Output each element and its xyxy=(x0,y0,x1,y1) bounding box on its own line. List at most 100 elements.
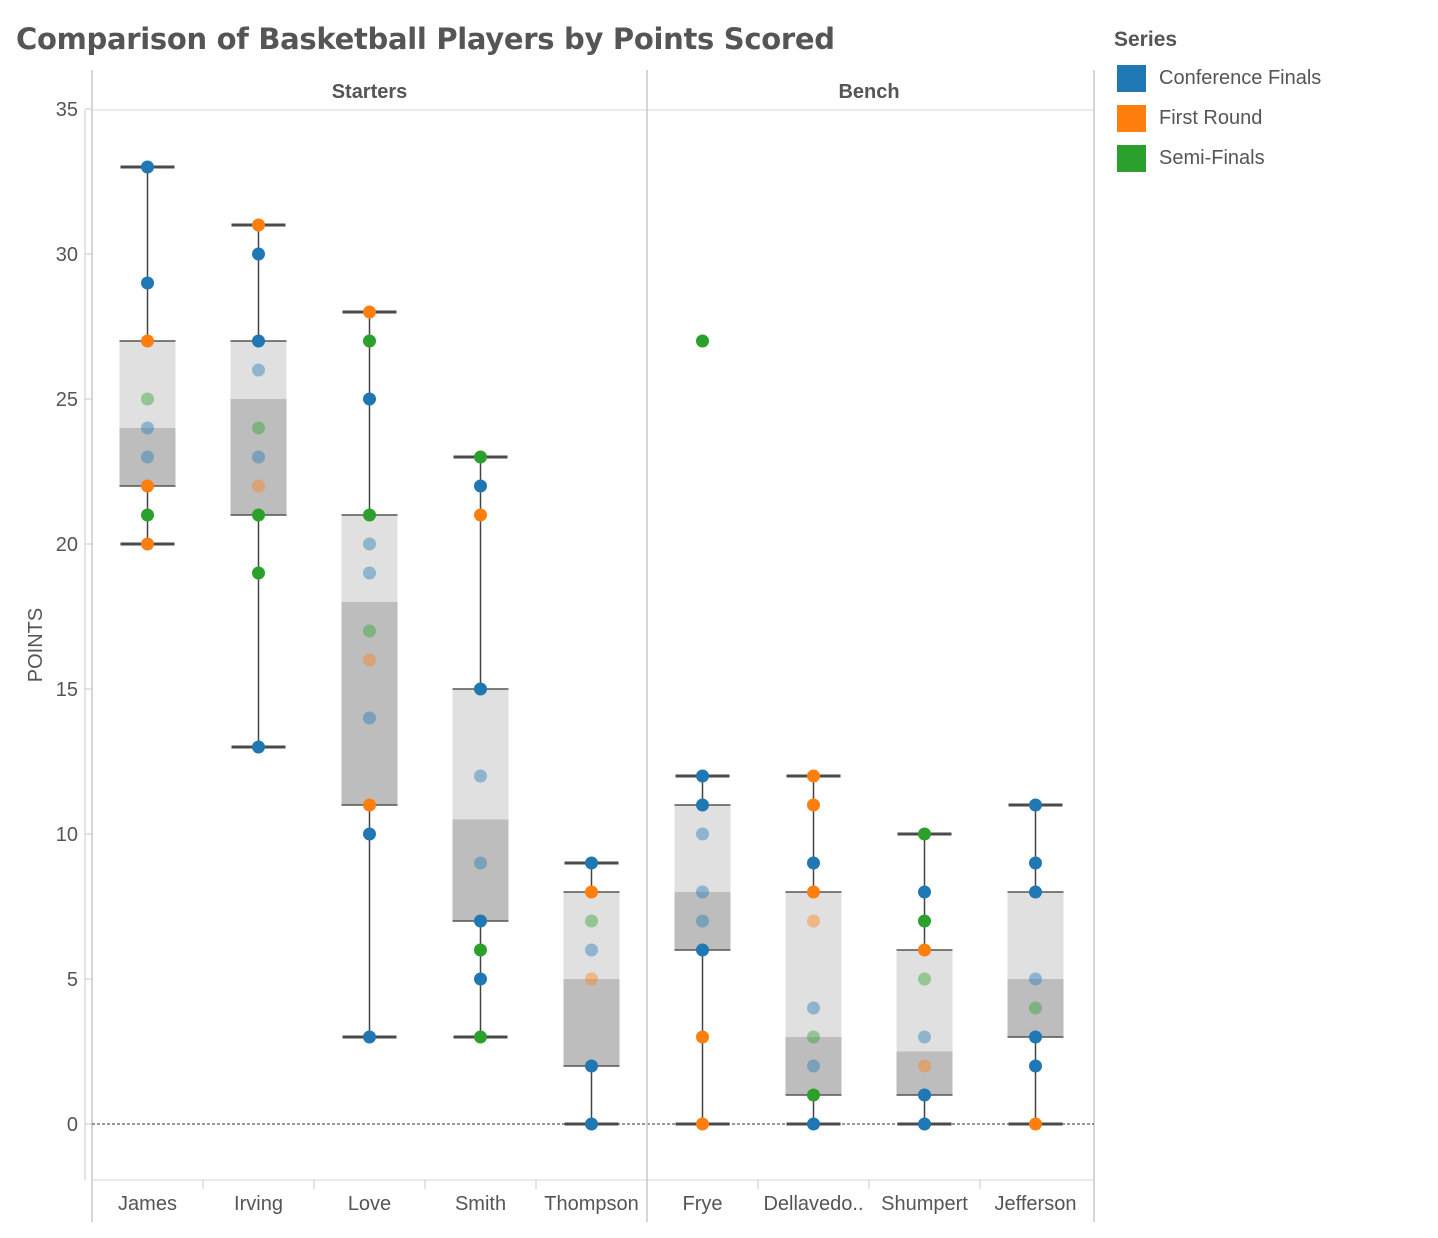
data-point-shumpert-conference-finals[interactable] xyxy=(918,1117,931,1131)
data-point-smith-conference-finals[interactable] xyxy=(474,856,487,870)
data-point-frye-conference-finals[interactable] xyxy=(696,798,709,812)
data-point-irving-conference-finals[interactable] xyxy=(252,247,265,261)
data-point-smith-conference-finals[interactable] xyxy=(474,914,487,928)
data-point-smith-conference-finals[interactable] xyxy=(474,479,487,493)
data-point-irving-conference-finals[interactable] xyxy=(252,450,265,464)
data-point-shumpert-first-round[interactable] xyxy=(918,943,931,957)
chart-title: Comparison of Basketball Players by Poin… xyxy=(16,22,835,56)
data-point-frye-conference-finals[interactable] xyxy=(696,885,709,899)
data-point-smith-conference-finals[interactable] xyxy=(474,769,487,783)
data-point-irving-semi-finals[interactable] xyxy=(252,566,265,580)
data-point-frye-first-round[interactable] xyxy=(696,1030,709,1044)
x-tick-label-jefferson: Jefferson xyxy=(995,1193,1077,1215)
data-point-smith-conference-finals[interactable] xyxy=(474,972,487,986)
group-header-bench: Bench xyxy=(838,81,899,103)
data-point-love-first-round[interactable] xyxy=(363,305,376,319)
data-point-smith-semi-finals[interactable] xyxy=(474,450,487,464)
x-tick-label-dellavedo: Dellavedo.. xyxy=(763,1193,863,1215)
box-upper-irving xyxy=(230,341,287,399)
y-tick-label: 30 xyxy=(56,244,78,266)
data-point-frye-semi-finals[interactable] xyxy=(696,334,709,348)
data-point-dellavedo-first-round[interactable] xyxy=(807,914,820,928)
legend-item-semi-finals[interactable]: Semi-Finals xyxy=(1114,138,1321,178)
data-point-smith-semi-finals[interactable] xyxy=(474,943,487,957)
box-upper-shumpert xyxy=(896,950,953,1052)
x-tick-label-irving: Irving xyxy=(234,1193,283,1215)
data-point-irving-first-round[interactable] xyxy=(252,218,265,232)
data-point-jefferson-conference-finals[interactable] xyxy=(1029,798,1042,812)
data-point-frye-first-round[interactable] xyxy=(696,1117,709,1131)
data-point-irving-conference-finals[interactable] xyxy=(252,740,265,754)
data-point-love-semi-finals[interactable] xyxy=(363,508,376,522)
data-point-shumpert-first-round[interactable] xyxy=(918,1059,931,1073)
data-point-james-first-round[interactable] xyxy=(141,537,154,551)
y-tick-label: 10 xyxy=(56,824,78,846)
data-point-james-conference-finals[interactable] xyxy=(141,276,154,290)
data-point-dellavedo-semi-finals[interactable] xyxy=(807,1030,820,1044)
data-point-thompson-semi-finals[interactable] xyxy=(585,914,598,928)
data-point-james-conference-finals[interactable] xyxy=(141,450,154,464)
data-point-frye-conference-finals[interactable] xyxy=(696,914,709,928)
data-point-love-conference-finals[interactable] xyxy=(363,711,376,725)
data-point-jefferson-conference-finals[interactable] xyxy=(1029,972,1042,986)
data-point-smith-first-round[interactable] xyxy=(474,508,487,522)
box-upper-james xyxy=(119,341,176,428)
data-point-love-conference-finals[interactable] xyxy=(363,392,376,406)
data-point-thompson-conference-finals[interactable] xyxy=(585,1117,598,1131)
data-point-james-semi-finals[interactable] xyxy=(141,508,154,522)
data-point-love-first-round[interactable] xyxy=(363,653,376,667)
data-point-shumpert-semi-finals[interactable] xyxy=(918,914,931,928)
data-point-frye-conference-finals[interactable] xyxy=(696,943,709,957)
data-point-frye-conference-finals[interactable] xyxy=(696,827,709,841)
data-point-thompson-conference-finals[interactable] xyxy=(585,856,598,870)
data-point-dellavedo-conference-finals[interactable] xyxy=(807,856,820,870)
data-point-dellavedo-first-round[interactable] xyxy=(807,798,820,812)
data-point-smith-semi-finals[interactable] xyxy=(474,1030,487,1044)
legend: Series Conference Finals First Round Sem… xyxy=(1114,28,1321,178)
legend-item-conference-finals[interactable]: Conference Finals xyxy=(1114,58,1321,98)
data-point-jefferson-conference-finals[interactable] xyxy=(1029,885,1042,899)
data-point-irving-conference-finals[interactable] xyxy=(252,334,265,348)
legend-swatch-semi-finals xyxy=(1117,144,1146,172)
data-point-jefferson-conference-finals[interactable] xyxy=(1029,1059,1042,1073)
data-point-smith-conference-finals[interactable] xyxy=(474,682,487,696)
data-point-love-semi-finals[interactable] xyxy=(363,624,376,638)
data-point-love-semi-finals[interactable] xyxy=(363,334,376,348)
data-point-dellavedo-first-round[interactable] xyxy=(807,885,820,899)
data-point-frye-conference-finals[interactable] xyxy=(696,769,709,783)
data-point-dellavedo-conference-finals[interactable] xyxy=(807,1001,820,1015)
data-point-thompson-first-round[interactable] xyxy=(585,972,598,986)
data-point-jefferson-conference-finals[interactable] xyxy=(1029,1030,1042,1044)
data-point-love-conference-finals[interactable] xyxy=(363,537,376,551)
data-point-shumpert-semi-finals[interactable] xyxy=(918,827,931,841)
data-point-jefferson-first-round[interactable] xyxy=(1029,1117,1042,1131)
data-point-dellavedo-conference-finals[interactable] xyxy=(807,1059,820,1073)
data-point-love-conference-finals[interactable] xyxy=(363,827,376,841)
data-point-dellavedo-semi-finals[interactable] xyxy=(807,1088,820,1102)
data-point-james-semi-finals[interactable] xyxy=(141,392,154,406)
data-point-jefferson-conference-finals[interactable] xyxy=(1029,856,1042,870)
data-point-shumpert-conference-finals[interactable] xyxy=(918,1030,931,1044)
legend-item-first-round[interactable]: First Round xyxy=(1114,98,1321,138)
data-point-shumpert-semi-finals[interactable] xyxy=(918,972,931,986)
data-point-thompson-conference-finals[interactable] xyxy=(585,1059,598,1073)
data-point-james-conference-finals[interactable] xyxy=(141,160,154,174)
data-point-irving-semi-finals[interactable] xyxy=(252,508,265,522)
data-point-love-conference-finals[interactable] xyxy=(363,566,376,580)
data-point-dellavedo-conference-finals[interactable] xyxy=(807,1117,820,1131)
data-point-irving-first-round[interactable] xyxy=(252,479,265,493)
data-point-irving-semi-finals[interactable] xyxy=(252,421,265,435)
data-point-love-conference-finals[interactable] xyxy=(363,1030,376,1044)
data-point-dellavedo-first-round[interactable] xyxy=(807,769,820,783)
data-point-shumpert-conference-finals[interactable] xyxy=(918,885,931,899)
data-point-jefferson-semi-finals[interactable] xyxy=(1029,1001,1042,1015)
data-point-love-first-round[interactable] xyxy=(363,798,376,812)
data-point-thompson-conference-finals[interactable] xyxy=(585,943,598,957)
data-point-irving-conference-finals[interactable] xyxy=(252,363,265,377)
data-point-shumpert-conference-finals[interactable] xyxy=(918,1088,931,1102)
data-point-james-first-round[interactable] xyxy=(141,334,154,348)
data-point-james-first-round[interactable] xyxy=(141,479,154,493)
data-point-thompson-first-round[interactable] xyxy=(585,885,598,899)
y-tick-label: 0 xyxy=(67,1114,78,1136)
data-point-james-conference-finals[interactable] xyxy=(141,421,154,435)
